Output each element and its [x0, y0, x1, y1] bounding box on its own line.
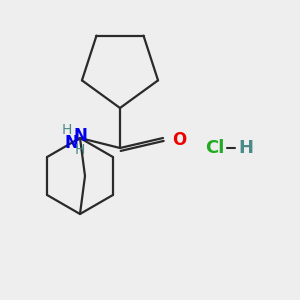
- Text: O: O: [172, 131, 186, 149]
- Text: H: H: [61, 123, 72, 137]
- Text: N: N: [73, 127, 87, 145]
- Text: Cl: Cl: [205, 139, 224, 157]
- Text: N: N: [64, 134, 78, 152]
- Text: H: H: [238, 139, 253, 157]
- Text: H: H: [75, 143, 85, 157]
